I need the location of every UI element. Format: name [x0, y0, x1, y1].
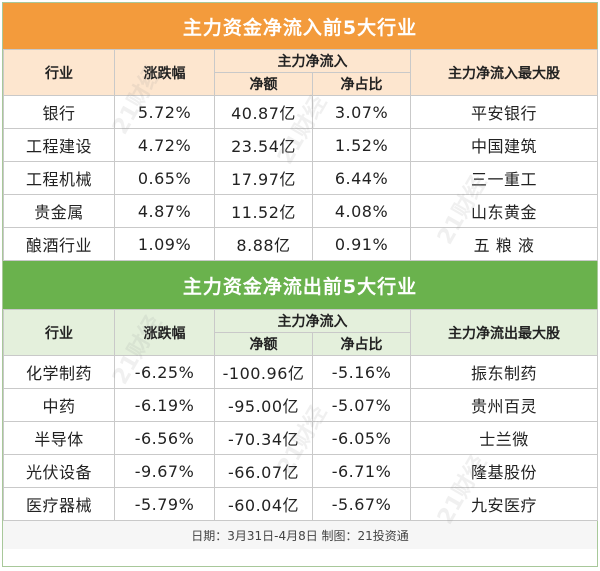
top-stock-cell: 五 粮 液 — [410, 227, 598, 261]
amount-cell: 11.52亿 — [214, 194, 313, 228]
amount-cell: -100.96亿 — [214, 355, 313, 389]
table-row: 银行 5.72% 40.87亿 3.07% 平安银行 — [3, 95, 598, 129]
table-row: 工程建设 4.72% 23.54亿 1.52% 中国建筑 — [3, 128, 598, 162]
col-group-header: 主力净流入 — [214, 309, 411, 333]
change-cell: -6.56% — [114, 421, 215, 455]
col-top-stock-header: 主力净流入最大股 — [410, 49, 598, 96]
table-row: 光伏设备 -9.67% -66.07亿 -6.71% 隆基股份 — [3, 454, 598, 488]
change-cell: -6.19% — [114, 388, 215, 422]
change-cell: 4.87% — [114, 194, 215, 228]
ratio-cell: 1.52% — [312, 128, 411, 162]
top-stock-cell: 隆基股份 — [410, 454, 598, 488]
col-change-header: 涨跌幅 — [114, 49, 215, 96]
col-amount-header: 净额 — [214, 332, 313, 356]
change-cell: 0.65% — [114, 161, 215, 195]
ratio-cell: 0.91% — [312, 227, 411, 261]
col-ratio-header: 净占比 — [312, 332, 411, 356]
industry-cell: 工程建设 — [3, 128, 115, 162]
table-row: 贵金属 4.87% 11.52亿 4.08% 山东黄金 — [3, 194, 598, 228]
ratio-cell: 4.08% — [312, 194, 411, 228]
col-industry-header: 行业 — [3, 49, 115, 96]
amount-cell: 40.87亿 — [214, 95, 313, 129]
change-cell: -5.79% — [114, 487, 215, 521]
top-stock-cell: 中国建筑 — [410, 128, 598, 162]
inflow-table: 行业 涨跌幅 主力净流入 主力净流入最大股 净额 净占比 银行 5.72% 40.8… — [3, 49, 598, 261]
col-top-stock-header: 主力净流出最大股 — [410, 309, 598, 356]
outflow-table: 行业 涨跌幅 主力净流入 主力净流出最大股 净额 净占比 化学制药 -6.25% -… — [3, 309, 598, 521]
top-stock-cell: 山东黄金 — [410, 194, 598, 228]
amount-cell: -70.34亿 — [214, 421, 313, 455]
top-stock-cell: 九安医疗 — [410, 487, 598, 521]
top-stock-cell: 三一重工 — [410, 161, 598, 195]
table-row: 医疗器械 -5.79% -60.04亿 -5.67% 九安医疗 — [3, 487, 598, 521]
change-cell: -6.25% — [114, 355, 215, 389]
industry-cell: 半导体 — [3, 421, 115, 455]
ratio-cell: 3.07% — [312, 95, 411, 129]
industry-cell: 工程机械 — [3, 161, 115, 195]
col-group-header: 主力净流入 — [214, 49, 411, 73]
industry-cell: 光伏设备 — [3, 454, 115, 488]
table-row: 工程机械 0.65% 17.97亿 6.44% 三一重工 — [3, 161, 598, 195]
industry-cell: 化学制药 — [3, 355, 115, 389]
top-stock-cell: 贵州百灵 — [410, 388, 598, 422]
ratio-cell: -5.07% — [312, 388, 411, 422]
table-row: 酿酒行业 1.09% 8.88亿 0.91% 五 粮 液 — [3, 227, 598, 261]
industry-cell: 医疗器械 — [3, 487, 115, 521]
ratio-cell: -6.05% — [312, 421, 411, 455]
amount-cell: -95.00亿 — [214, 388, 313, 422]
change-cell: 4.72% — [114, 128, 215, 162]
industry-cell: 银行 — [3, 95, 115, 129]
ratio-cell: -6.71% — [312, 454, 411, 488]
table-row: 半导体 -6.56% -70.34亿 -6.05% 士兰微 — [3, 421, 598, 455]
footer-note: 日期：3月31日-4月8日 制图：21投资通 — [3, 521, 597, 549]
industry-cell: 酿酒行业 — [3, 227, 115, 261]
inflow-title: 主力资金净流入前5大行业 — [3, 3, 597, 49]
table-row: 中药 -6.19% -95.00亿 -5.07% 贵州百灵 — [3, 388, 598, 422]
industry-cell: 贵金属 — [3, 194, 115, 228]
change-cell: 5.72% — [114, 95, 215, 129]
change-cell: 1.09% — [114, 227, 215, 261]
col-change-header: 涨跌幅 — [114, 309, 215, 356]
amount-cell: 8.88亿 — [214, 227, 313, 261]
col-ratio-header: 净占比 — [312, 72, 411, 96]
ratio-cell: -5.67% — [312, 487, 411, 521]
top-stock-cell: 振东制药 — [410, 355, 598, 389]
amount-cell: 17.97亿 — [214, 161, 313, 195]
top-stock-cell: 平安银行 — [410, 95, 598, 129]
top-stock-cell: 士兰微 — [410, 421, 598, 455]
change-cell: -9.67% — [114, 454, 215, 488]
col-amount-header: 净额 — [214, 72, 313, 96]
amount-cell: 23.54亿 — [214, 128, 313, 162]
table-row: 化学制药 -6.25% -100.96亿 -5.16% 振东制药 — [3, 355, 598, 389]
outflow-title: 主力资金净流出前5大行业 — [3, 261, 597, 309]
col-industry-header: 行业 — [3, 309, 115, 356]
amount-cell: -66.07亿 — [214, 454, 313, 488]
ratio-cell: 6.44% — [312, 161, 411, 195]
industry-cell: 中药 — [3, 388, 115, 422]
ratio-cell: -5.16% — [312, 355, 411, 389]
amount-cell: -60.04亿 — [214, 487, 313, 521]
